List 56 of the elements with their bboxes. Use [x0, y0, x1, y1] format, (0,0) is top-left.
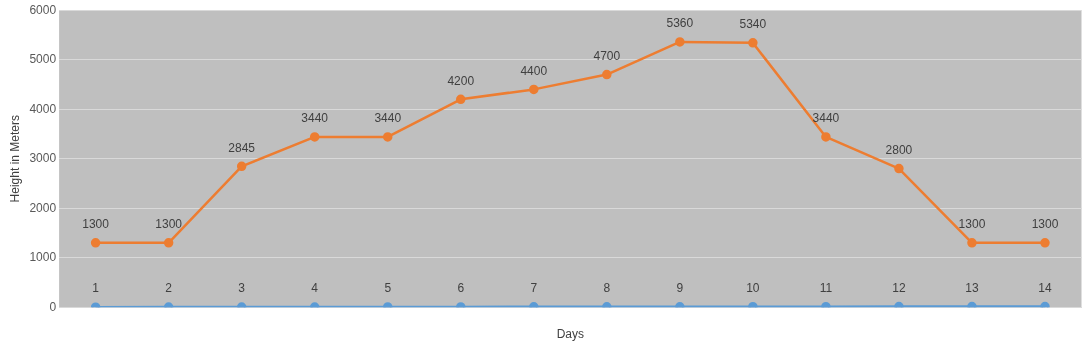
data-label: 1300 [1031, 217, 1059, 232]
data-label: 9 [676, 281, 684, 296]
data-label: 8 [603, 281, 611, 296]
y-tick-label: 4000 [29, 101, 57, 116]
data-label: 11 [819, 280, 833, 295]
data-label: 7 [530, 281, 538, 296]
data-label: 3440 [301, 111, 329, 126]
point [1040, 301, 1050, 308]
point [90, 238, 101, 248]
point [894, 301, 904, 308]
point [894, 163, 904, 174]
point [967, 301, 977, 308]
point [456, 94, 466, 105]
point [821, 301, 831, 308]
data-label: 14 [1038, 280, 1052, 295]
data-label: 4 [311, 281, 319, 296]
point [382, 132, 393, 142]
data-label: 5340 [739, 17, 767, 32]
y-tick-label: 2000 [29, 200, 57, 215]
point [236, 161, 247, 172]
data-label: 3 [238, 281, 246, 296]
data-label: 3440 [374, 111, 402, 126]
data-label: 2800 [885, 142, 913, 157]
data-label: 2 [165, 281, 173, 296]
point [529, 84, 539, 95]
data-label: 10 [746, 281, 760, 296]
y-tick-label: 5000 [29, 52, 57, 67]
data-label: 4700 [593, 48, 621, 63]
y-tick-label: 0 [49, 299, 57, 314]
y-tick-label: 1000 [29, 250, 57, 265]
data-label: 1300 [155, 217, 183, 232]
data-label: 6 [457, 281, 465, 296]
y-tick-label: 3000 [29, 151, 57, 166]
y-tick-label: 6000 [29, 2, 57, 17]
data-label: 5360 [666, 16, 694, 31]
data-label: 1 [92, 281, 100, 296]
data-label: 5 [384, 281, 392, 296]
point [309, 132, 320, 142]
point [821, 132, 831, 142]
data-label: 4400 [520, 63, 548, 78]
data-label: 13 [965, 280, 979, 295]
point [748, 301, 758, 308]
point [967, 238, 977, 248]
data-label: 2845 [228, 140, 256, 155]
data-label: 1300 [958, 217, 986, 232]
point [602, 69, 612, 80]
point [1040, 238, 1050, 248]
data-label: 3440 [812, 111, 840, 126]
data-label: 1300 [82, 217, 110, 232]
point [675, 37, 685, 47]
data-label: 4200 [447, 73, 475, 88]
data-label: 12 [892, 280, 906, 295]
point [748, 38, 758, 48]
y-axis-title: Height in Meters [7, 115, 22, 203]
x-axis-title: Days [556, 327, 584, 342]
point [163, 238, 174, 248]
